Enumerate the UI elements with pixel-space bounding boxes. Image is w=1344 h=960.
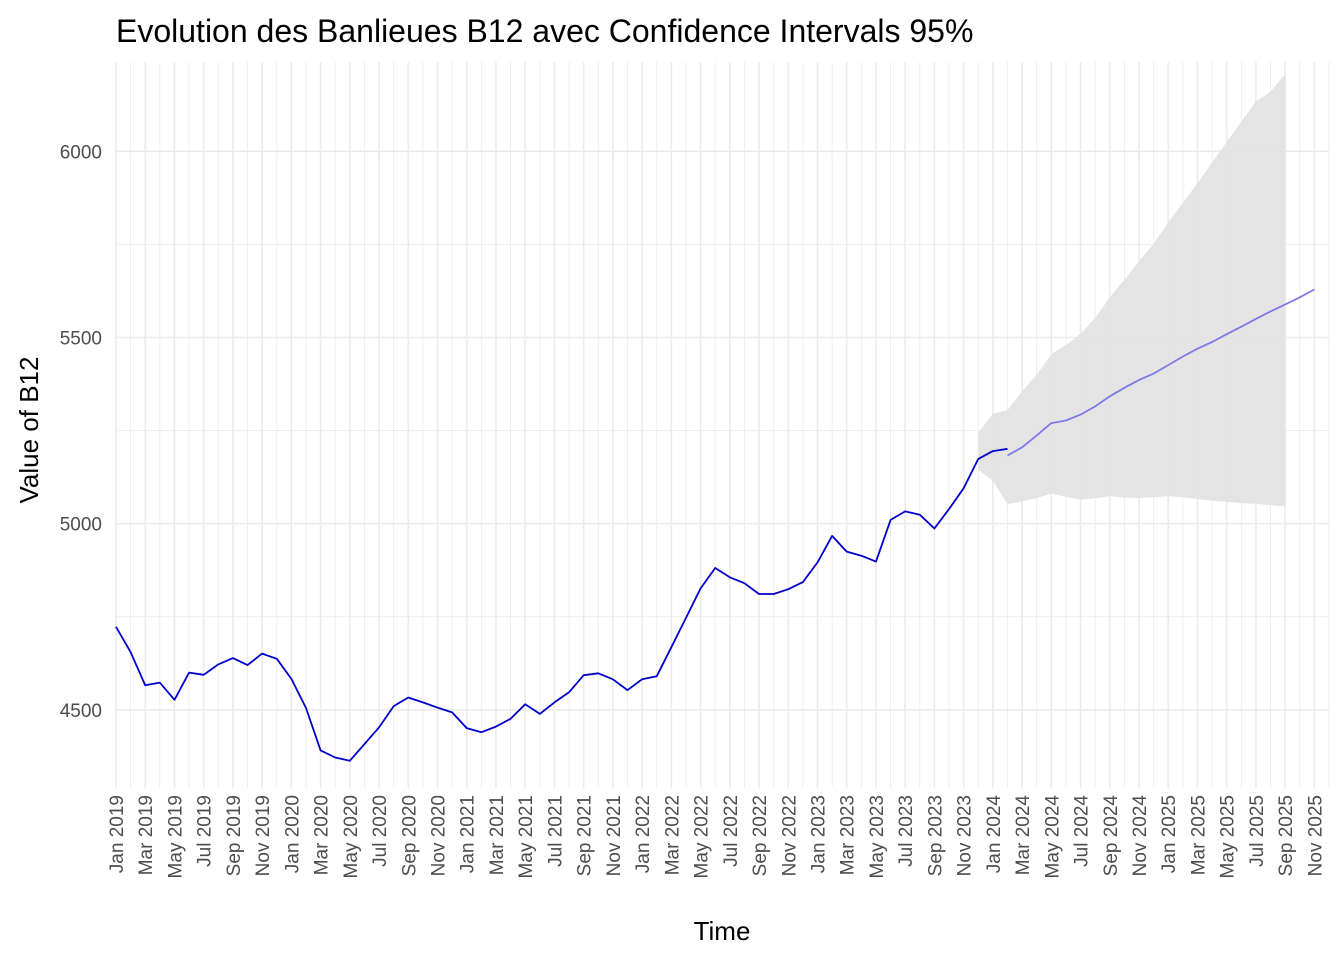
x-tick-label: Jan 2021 [458, 795, 479, 873]
x-tick-label: Sep 2019 [224, 795, 245, 876]
x-tick-label: Mar 2019 [136, 795, 157, 875]
x-tick-label: Nov 2025 [1305, 795, 1326, 876]
x-tick-label: Nov 2021 [604, 795, 625, 876]
x-tick-label: Jul 2019 [195, 795, 216, 867]
x-tick-label: Sep 2024 [1101, 795, 1122, 877]
y-tick-label: 5000 [60, 515, 102, 536]
x-tick-label: May 2023 [867, 795, 888, 878]
x-tick-label: Mar 2023 [838, 795, 859, 875]
x-tick-label: May 2022 [692, 795, 713, 878]
x-tick-label: Mar 2021 [487, 795, 508, 875]
x-tick-label: Jul 2024 [1072, 795, 1093, 867]
x-tick-label: Nov 2022 [779, 795, 800, 876]
x-tick-label: May 2024 [1042, 795, 1063, 879]
x-tick-label: May 2021 [516, 795, 537, 878]
x-tick-label: Mar 2020 [312, 795, 333, 875]
x-tick-label: Sep 2021 [575, 795, 596, 876]
series-line-layer [115, 288, 1315, 762]
x-tick-label: Jan 2023 [809, 795, 830, 873]
y-axis-tick-labels: 4500 5000 5500 6000 [60, 142, 102, 721]
x-tick-label: Jul 2020 [370, 795, 391, 867]
y-tick-label: 5500 [60, 329, 102, 350]
x-tick-label: Sep 2022 [750, 795, 771, 876]
x-tick-label: Sep 2025 [1276, 795, 1297, 876]
x-tick-label: Jan 2019 [107, 795, 128, 873]
minor-gridlines [116, 62, 1330, 788]
y-tick-label: 4500 [60, 701, 102, 722]
x-tick-label: Jul 2025 [1247, 795, 1268, 867]
x-tick-label: Jan 2020 [282, 795, 303, 873]
x-axis-tick-labels: Jan 2019 Mar 2019 May 2019 Jul 2019 Sep 2019… [107, 795, 1326, 879]
y-axis-title: Value of B12 [14, 357, 44, 504]
x-tick-label: Nov 2024 [1130, 795, 1151, 877]
x-tick-label: Sep 2023 [925, 795, 946, 876]
x-tick-label: Jan 2024 [984, 795, 1005, 874]
x-tick-label: Mar 2025 [1189, 795, 1210, 875]
x-tick-label: Nov 2020 [429, 795, 450, 876]
chart-title: Evolution des Banlieues B12 avec Confide… [116, 13, 973, 49]
x-tick-label: Jul 2021 [545, 795, 566, 867]
x-tick-label: Mar 2024 [1013, 795, 1034, 876]
x-tick-label: May 2025 [1218, 795, 1239, 878]
confidence-band [978, 73, 1286, 507]
x-tick-label: May 2020 [341, 795, 362, 878]
forecast-series-line [1007, 288, 1315, 457]
x-tick-label: Jul 2022 [721, 795, 742, 867]
observed-series-line [115, 447, 1008, 762]
x-tick-label: Jan 2022 [633, 795, 654, 873]
confidence-band-layer [978, 73, 1286, 507]
x-tick-label: Jul 2023 [896, 795, 917, 867]
x-tick-label: Nov 2023 [955, 795, 976, 876]
x-tick-label: Mar 2022 [662, 795, 683, 875]
x-tick-label: Sep 2020 [399, 795, 420, 876]
x-tick-label: Nov 2019 [253, 795, 274, 876]
x-tick-label: May 2019 [166, 795, 187, 878]
y-tick-label: 6000 [60, 142, 102, 163]
x-tick-label: Jan 2025 [1159, 795, 1180, 873]
x-axis-title: Time [694, 916, 751, 946]
